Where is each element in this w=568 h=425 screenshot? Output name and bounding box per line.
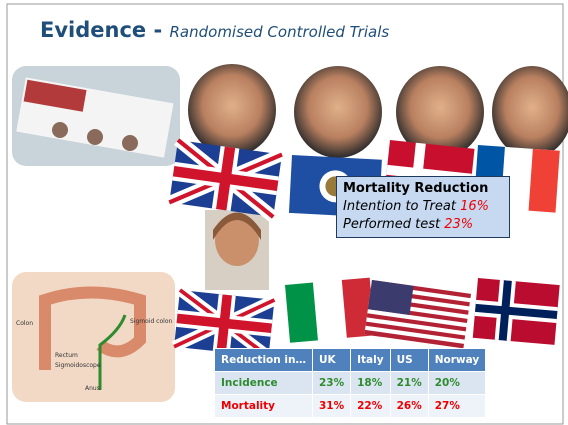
column-header: US <box>390 349 428 372</box>
anatomy-label: Rectum <box>55 352 78 359</box>
table-cell: 22% <box>351 395 390 418</box>
table-cell: 26% <box>390 395 428 418</box>
table-cell: Mortality <box>215 395 313 418</box>
anatomy-label: Sigmoidoscope <box>55 362 101 369</box>
anatomy-label: Colon <box>16 320 33 327</box>
slide: Colon Sigmoid colon Rectum Sigmoidoscope Anu… <box>0 0 568 425</box>
callout: Mortality Reduction Intention to Treat 1… <box>336 176 510 238</box>
callout-label: Performed test <box>343 217 440 232</box>
anatomy-label: Anus <box>85 385 100 392</box>
anatomy-label: Sigmoid colon <box>130 318 172 325</box>
column-header: Reduction in… <box>215 349 313 372</box>
table-cell: 18% <box>351 372 390 395</box>
column-header: UK <box>312 349 350 372</box>
title-text: Evidence - <box>40 18 162 42</box>
table-cell: 21% <box>390 372 428 395</box>
table-cell: 27% <box>428 395 486 418</box>
table-cell: 23% <box>312 372 350 395</box>
callout-label: Intention to Treat <box>343 199 456 214</box>
callout-title: Mortality Reduction <box>343 181 488 196</box>
callout-value: 23% <box>444 217 473 232</box>
anatomy-image: Colon Sigmoid colon Rectum Sigmoidoscope Anu… <box>12 272 175 402</box>
column-header: Norway <box>428 349 486 372</box>
callout-value: 16% <box>460 199 489 214</box>
table-cell: Incidence <box>215 372 313 395</box>
column-header: Italy <box>351 349 390 372</box>
table-cell: 31% <box>312 395 350 418</box>
test-kit-photo <box>12 66 180 166</box>
title: Evidence - Randomised Controlled Trials <box>40 18 389 42</box>
subtitle: Randomised Controlled Trials <box>170 23 390 41</box>
table-cell: 20% <box>428 372 486 395</box>
